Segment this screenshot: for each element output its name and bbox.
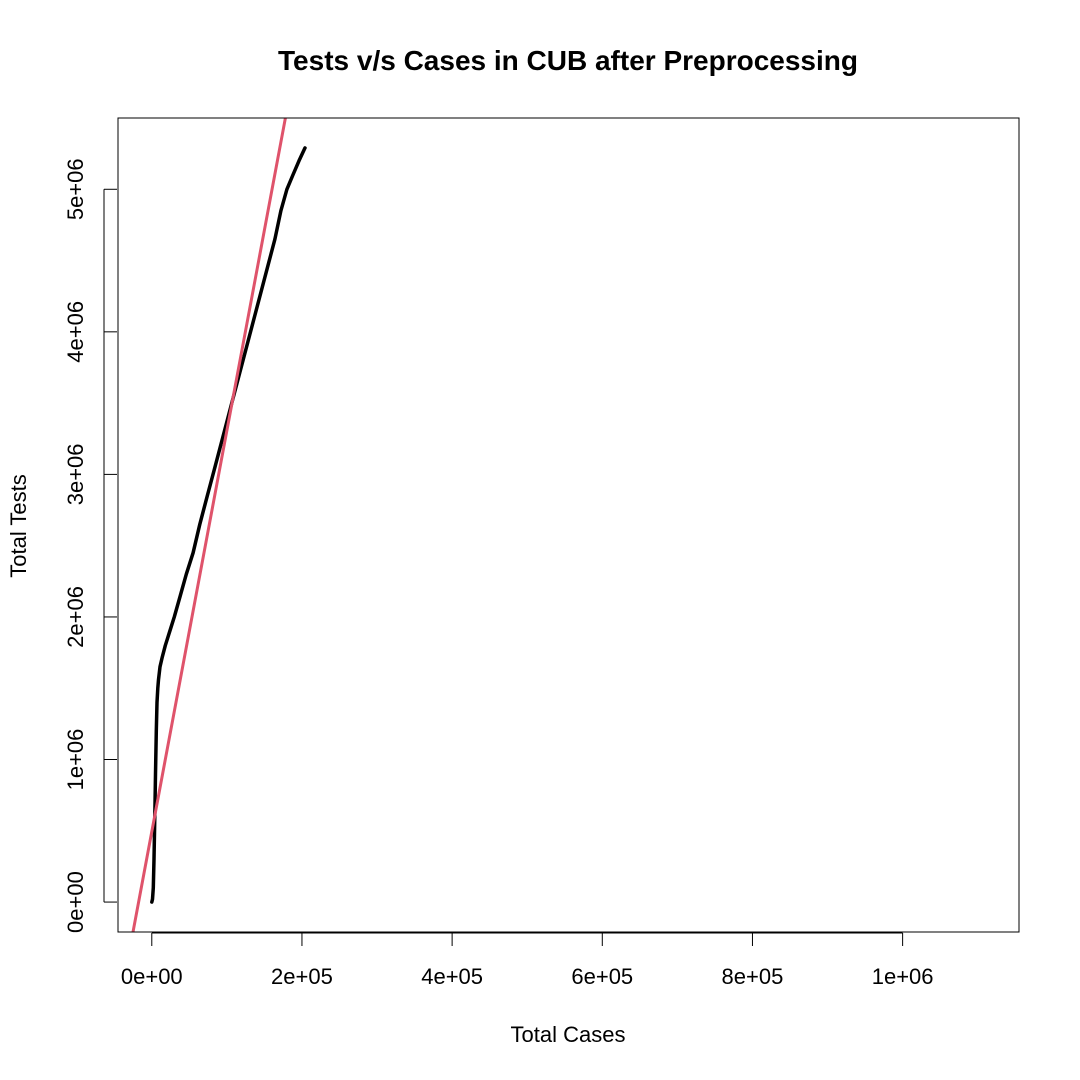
series-layer xyxy=(131,118,307,932)
y-axis: 0e+00 1e+06 2e+06 3e+06 4e+06 5e+06 xyxy=(63,158,117,933)
x-tick-label: 4e+05 xyxy=(421,964,483,989)
x-tick-label: 8e+05 xyxy=(722,964,784,989)
x-axis-label: Total Cases xyxy=(511,1022,626,1047)
y-tick-label: 0e+00 xyxy=(63,871,88,933)
chart-title: Tests v/s Cases in CUB after Preprocessi… xyxy=(278,45,858,76)
y-tick-label: 4e+06 xyxy=(63,301,88,363)
y-tick-label: 2e+06 xyxy=(63,586,88,648)
regression-line xyxy=(131,118,287,932)
x-tick-label: 6e+05 xyxy=(571,964,633,989)
x-tick-label: 1e+06 xyxy=(872,964,934,989)
y-axis-label: Total Tests xyxy=(6,474,31,578)
y-tick-label: 1e+06 xyxy=(63,729,88,791)
x-tick-label: 0e+00 xyxy=(121,964,183,989)
x-tick-label: 2e+05 xyxy=(271,964,333,989)
plot-frame xyxy=(117,117,1020,933)
y-tick-label: 5e+06 xyxy=(63,158,88,220)
y-tick-label: 3e+06 xyxy=(63,443,88,505)
x-axis: 0e+00 2e+05 4e+05 6e+05 8e+05 1e+06 xyxy=(121,932,934,989)
tests-vs-cases-line xyxy=(150,146,307,904)
